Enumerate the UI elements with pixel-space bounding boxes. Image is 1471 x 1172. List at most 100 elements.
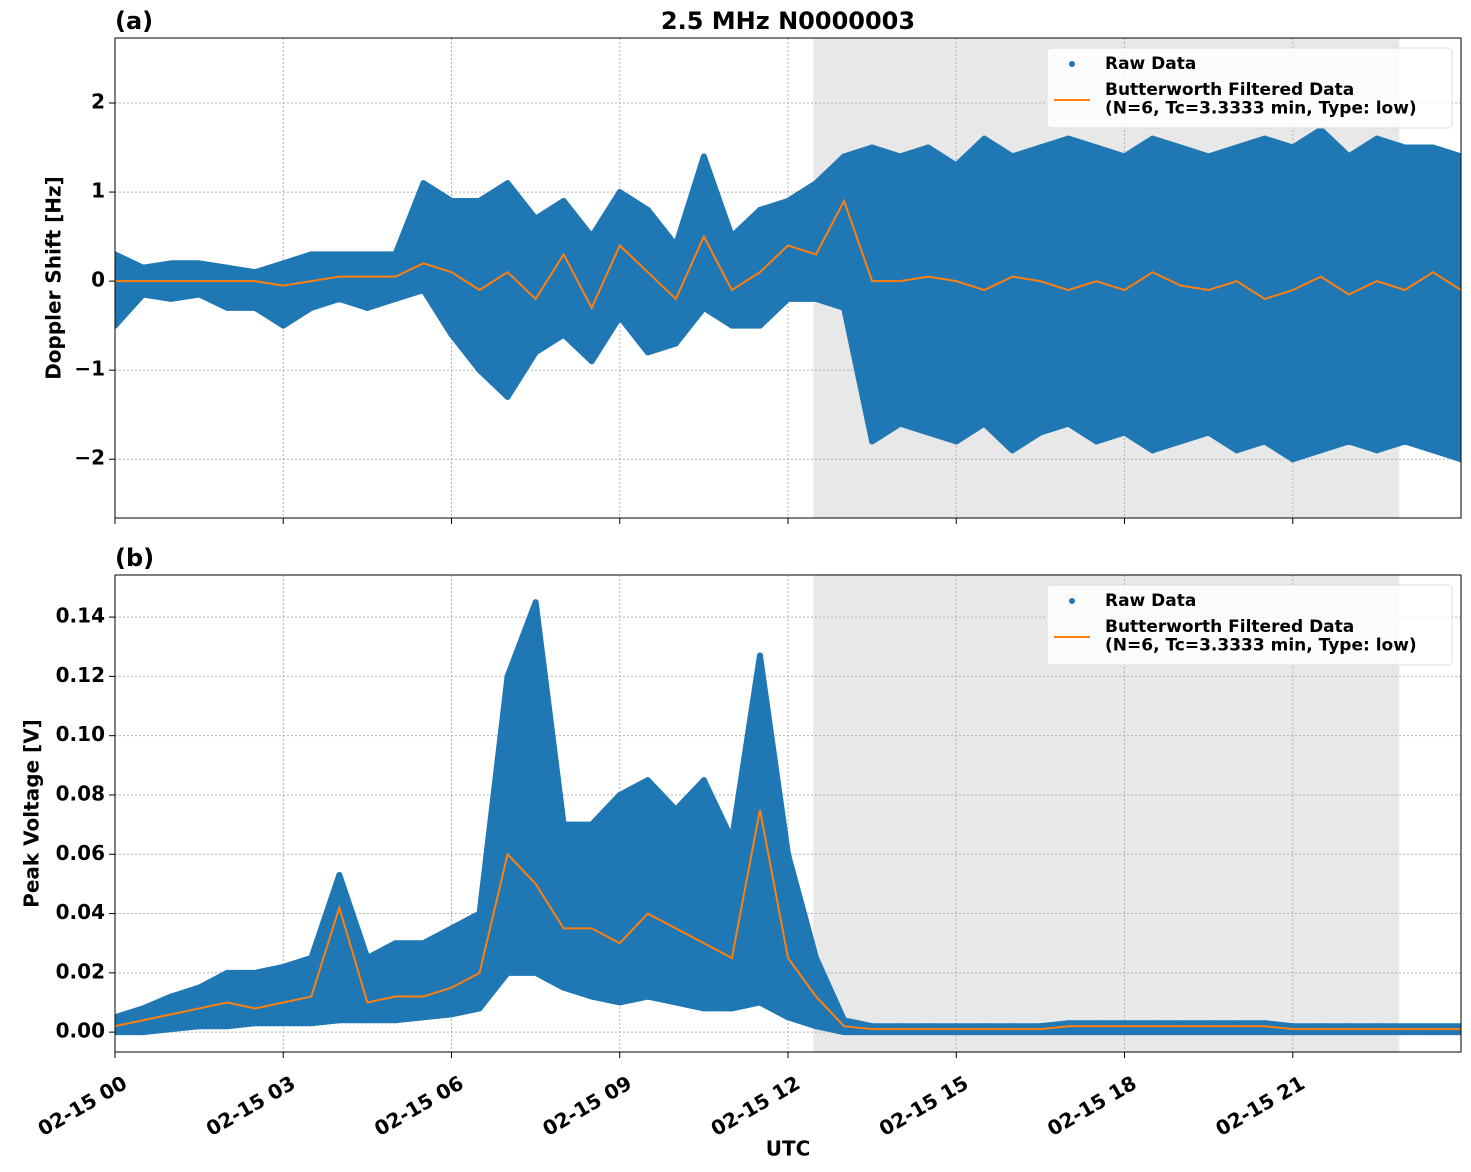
raw-data-point bbox=[1205, 1020, 1212, 1027]
plot-area bbox=[115, 126, 1461, 463]
raw-data-point bbox=[336, 1017, 343, 1024]
raw-data-point bbox=[448, 331, 455, 338]
raw-data-point bbox=[644, 993, 651, 1000]
raw-data-point bbox=[925, 144, 932, 151]
raw-data-point bbox=[785, 1014, 791, 1021]
raw-data-point bbox=[588, 821, 595, 828]
y-tick-label: 1 bbox=[91, 179, 105, 203]
raw-data-point bbox=[1149, 447, 1156, 454]
raw-data-point bbox=[981, 1029, 988, 1036]
raw-data-point bbox=[869, 1029, 876, 1036]
axes-frame bbox=[114, 574, 1462, 1053]
raw-data-point bbox=[813, 1023, 820, 1030]
raw-data-point bbox=[1177, 438, 1184, 445]
raw-data-point bbox=[981, 135, 988, 142]
raw-data-point bbox=[308, 304, 315, 311]
raw-data-point bbox=[841, 1017, 848, 1024]
raw-data-point bbox=[616, 999, 623, 1006]
raw-data-point bbox=[252, 304, 259, 311]
filtered-line bbox=[115, 809, 1461, 1031]
raw-data-point bbox=[1373, 1029, 1380, 1036]
raw-data-point bbox=[140, 1005, 147, 1012]
raw-data-point bbox=[308, 251, 315, 258]
raw-data-point bbox=[1065, 1020, 1072, 1027]
raw-data-point bbox=[1458, 1029, 1461, 1036]
raw-data-point bbox=[1429, 447, 1436, 454]
raw-data-point bbox=[756, 652, 763, 659]
y-tick-label: −2 bbox=[74, 446, 105, 470]
raw-data-point bbox=[392, 251, 399, 258]
raw-data-point bbox=[280, 963, 287, 970]
raw-data-point bbox=[308, 1020, 315, 1027]
raw-data-point bbox=[1177, 144, 1184, 151]
raw-data-point bbox=[364, 1017, 371, 1024]
raw-data-point bbox=[1037, 144, 1044, 151]
raw-data-point bbox=[560, 331, 567, 338]
raw-data-point bbox=[476, 1005, 483, 1012]
raw-data-point bbox=[504, 673, 511, 680]
raw-data-point bbox=[1009, 153, 1016, 160]
y-tick-label: 0 bbox=[91, 268, 105, 292]
raw-data-point bbox=[168, 260, 175, 267]
raw-data-point bbox=[364, 251, 371, 258]
raw-data-point bbox=[1121, 153, 1128, 160]
raw-data-point bbox=[224, 304, 231, 311]
x-tick-label: 02-15 03 bbox=[202, 1071, 300, 1141]
raw-data-point bbox=[700, 1005, 707, 1012]
raw-data-point bbox=[224, 1023, 231, 1030]
raw-data-point bbox=[420, 1014, 427, 1021]
raw-data-point bbox=[1345, 1023, 1352, 1030]
raw-data-point bbox=[1037, 1029, 1044, 1036]
y-tick-label: −1 bbox=[74, 357, 105, 381]
raw-data-point bbox=[392, 940, 399, 947]
raw-data-point bbox=[897, 1029, 904, 1036]
raw-data-point bbox=[869, 144, 876, 151]
raw-data-point bbox=[1317, 447, 1324, 454]
legend-label: Raw Data bbox=[1105, 54, 1196, 74]
raw-data-point bbox=[1233, 447, 1240, 454]
raw-data-point bbox=[728, 233, 735, 240]
raw-data-point bbox=[1149, 1029, 1156, 1036]
raw-data-point bbox=[672, 340, 679, 347]
raw-data-point bbox=[897, 420, 904, 427]
y-tick-label: 0.12 bbox=[56, 663, 105, 687]
raw-data-point bbox=[1009, 1023, 1016, 1030]
legend-label: Raw Data bbox=[1105, 591, 1196, 611]
raw-data-point bbox=[115, 1029, 118, 1036]
raw-data-point bbox=[168, 295, 175, 302]
raw-data-point bbox=[140, 1029, 147, 1036]
raw-data-point bbox=[1121, 1020, 1128, 1027]
raw-data-point bbox=[168, 993, 175, 1000]
raw-data-point bbox=[420, 180, 427, 187]
raw-data-point bbox=[616, 313, 623, 320]
raw-data-point bbox=[672, 242, 679, 249]
y-tick-label: 0.02 bbox=[56, 959, 105, 983]
raw-data-point bbox=[1177, 1020, 1184, 1027]
x-axis-label: UTC bbox=[766, 1137, 811, 1161]
raw-data-point bbox=[1345, 1029, 1352, 1036]
raw-data-point bbox=[672, 806, 679, 813]
raw-data-point bbox=[644, 777, 651, 784]
raw-data-point bbox=[1093, 1029, 1100, 1036]
raw-data-point bbox=[588, 358, 595, 365]
x-tick-label: 02-15 18 bbox=[1043, 1071, 1141, 1141]
y-tick-label: 2 bbox=[91, 90, 105, 114]
y-axis-label: Peak Voltage [V] bbox=[20, 719, 44, 908]
raw-data-point bbox=[196, 1023, 203, 1030]
raw-data-point bbox=[420, 287, 427, 294]
raw-data-point bbox=[115, 251, 118, 258]
axes-frame bbox=[114, 37, 1462, 519]
raw-data-point bbox=[336, 251, 343, 258]
legend-box bbox=[1046, 47, 1453, 129]
raw-data-point bbox=[224, 264, 231, 271]
raw-data-point bbox=[532, 349, 539, 356]
raw-data-point bbox=[1093, 438, 1100, 445]
raw-data-point bbox=[252, 969, 259, 976]
raw-data-point bbox=[1289, 144, 1296, 151]
raw-data-point bbox=[448, 1011, 455, 1018]
raw-data-point bbox=[953, 1023, 960, 1030]
raw-data-point bbox=[476, 910, 483, 917]
raw-data-point bbox=[1149, 1020, 1156, 1027]
raw-data-point bbox=[785, 851, 791, 858]
raw-data-point bbox=[252, 269, 259, 276]
